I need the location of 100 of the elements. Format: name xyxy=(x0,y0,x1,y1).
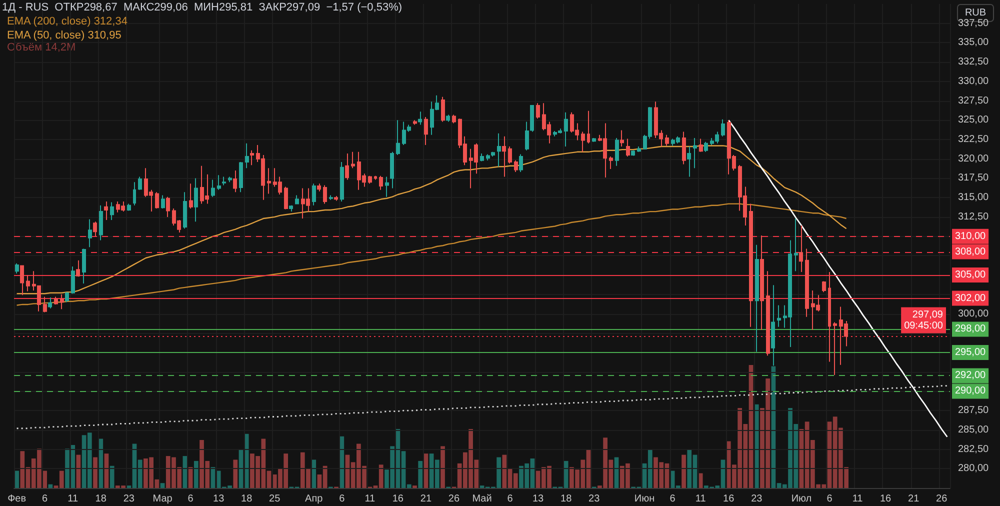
candlestick xyxy=(536,102,540,120)
ref-line-label: 310,00 xyxy=(955,230,986,242)
candlestick xyxy=(564,112,568,147)
candlestick xyxy=(828,271,831,362)
chart-title: 1Д - RUS ОТКР298,67 МАКС299,06 МИН295,81 ЗАКР297,09 −1,57 (−0,53%) xyxy=(2,2,402,14)
x-tick-label: 16 xyxy=(392,494,404,504)
candlestick xyxy=(284,186,288,210)
candlestick xyxy=(161,194,165,209)
candlestick xyxy=(99,204,103,241)
y-tick-label: 327,50 xyxy=(958,95,990,106)
x-tick-label: 23 xyxy=(588,494,600,504)
ref-line-label: 292,00 xyxy=(955,370,986,382)
candlestick xyxy=(413,120,417,126)
candlestick xyxy=(183,192,187,230)
ref-line-label: 305,00 xyxy=(955,270,986,281)
candlestick xyxy=(228,176,232,183)
x-tick-label: 13 xyxy=(532,494,544,504)
x-tick-label: 11 xyxy=(695,494,706,504)
candlestick xyxy=(93,221,97,237)
line-series xyxy=(728,119,948,438)
candlestick xyxy=(637,146,641,152)
candlestick xyxy=(704,141,708,152)
x-tick-label: Июн xyxy=(634,494,655,504)
x-tick-label: 16 xyxy=(880,494,892,504)
candlestick xyxy=(317,183,321,192)
candlestick xyxy=(396,120,400,156)
candlestick xyxy=(76,260,80,278)
candlestick xyxy=(452,114,456,124)
x-tick-label: 6 xyxy=(670,494,676,504)
candlestick xyxy=(626,138,630,158)
x-tick-label: Мар xyxy=(152,494,173,504)
x-tick-label: 18 xyxy=(95,494,107,504)
candlestick xyxy=(189,183,193,209)
x-tick-label: 13 xyxy=(213,494,225,504)
candlestick xyxy=(755,244,759,352)
bar xyxy=(418,460,423,488)
y-tick-label: 285,00 xyxy=(958,424,990,436)
candlestick xyxy=(166,196,170,218)
candlestick xyxy=(620,130,624,147)
y-tick-label: 325,00 xyxy=(958,114,990,126)
x-tick-label: 18 xyxy=(560,494,572,504)
x-tick-label: 6 xyxy=(507,494,514,504)
ref-line-label: 308,00 xyxy=(955,246,986,258)
x-tick-label: 18 xyxy=(241,494,253,504)
ref-line-label: 297,09 09:45:00 xyxy=(904,309,944,332)
candlestick xyxy=(799,224,803,272)
candlestick xyxy=(368,175,372,184)
candlestick xyxy=(486,154,490,161)
candlestick xyxy=(351,151,355,169)
y-tick-label: 337,50 xyxy=(958,18,990,29)
bar xyxy=(48,484,53,488)
x-tick-label: 6 xyxy=(339,494,346,504)
y-tick-label: 312,50 xyxy=(958,211,990,222)
candlestick xyxy=(127,203,131,212)
candlestick xyxy=(43,296,47,313)
candlestick xyxy=(379,175,383,190)
candlestick xyxy=(26,274,30,292)
x-tick-label: 6 xyxy=(42,494,48,504)
candlestick xyxy=(390,151,394,189)
y-tick-label: 300,00 xyxy=(958,308,990,320)
candlestick xyxy=(233,170,237,193)
candlestick xyxy=(222,176,226,186)
candlestick xyxy=(508,146,512,164)
bar xyxy=(698,473,703,488)
ref-line-label: 302,00 xyxy=(955,292,986,304)
candlestick xyxy=(217,174,221,190)
candlestick xyxy=(267,168,271,194)
y-tick-label: 335,00 xyxy=(958,37,990,48)
candlestick xyxy=(805,248,809,318)
bar xyxy=(14,470,19,488)
x-tick-label: Фев xyxy=(8,494,26,504)
candlestick xyxy=(480,152,484,162)
y-tick-label: 287,50 xyxy=(958,405,990,416)
candlestick xyxy=(587,110,590,144)
candlestick xyxy=(777,304,781,328)
line-series xyxy=(16,145,847,294)
candlestick xyxy=(721,118,725,137)
candlestick xyxy=(65,292,69,303)
candlestick xyxy=(497,132,501,168)
candlestick xyxy=(766,270,770,356)
candlestick xyxy=(514,160,518,173)
candlestick xyxy=(385,176,389,198)
bar xyxy=(160,483,165,488)
x-tick-label: 16 xyxy=(723,494,735,504)
candlestick xyxy=(239,161,243,193)
candlestick xyxy=(693,137,697,169)
candlestick xyxy=(424,116,428,146)
ref-line-label: 298,00 xyxy=(955,324,986,335)
candlestick xyxy=(104,200,108,221)
candlestick xyxy=(133,182,136,206)
ref-line-label: 295,00 xyxy=(955,346,986,358)
bar xyxy=(93,457,98,488)
candlestick xyxy=(211,179,215,198)
candlestick xyxy=(289,204,293,212)
candlestick xyxy=(615,137,619,166)
x-tick-label: 6 xyxy=(826,494,833,504)
candlestick xyxy=(794,218,798,272)
x-tick-label: Май xyxy=(472,494,492,504)
candlestick xyxy=(345,152,349,180)
y-tick-label: 280,00 xyxy=(958,463,990,474)
